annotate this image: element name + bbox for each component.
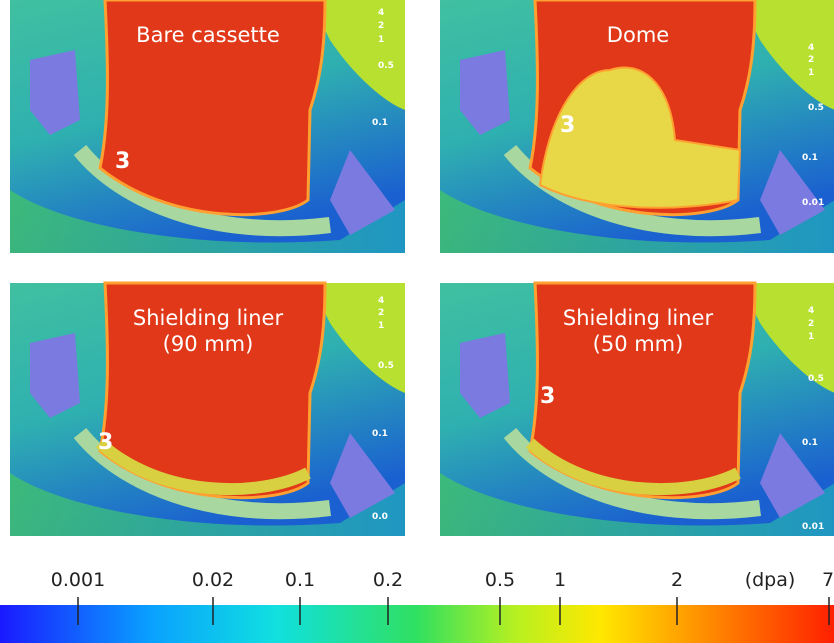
contour-label: 0.5	[808, 374, 824, 384]
contour-label: 1	[378, 35, 384, 45]
colorbar-tick-label: 0.1	[285, 569, 315, 591]
contour-label: 0.01	[802, 198, 824, 208]
colorbar-tick-label: 0.02	[192, 569, 234, 591]
panel: Shielding liner(50 mm) 3 4 2 1 0.5 0.1 0.01	[440, 281, 834, 536]
contour-label: 0.5	[808, 103, 824, 113]
cassette-band	[73, 144, 331, 237]
hot-zone	[98, 0, 327, 217]
hot-zone	[98, 281, 327, 500]
panel-title: Shielding liner	[563, 306, 714, 330]
upper-right-field	[310, 0, 405, 110]
contour-label: 1	[808, 332, 814, 342]
contour-label: 0.1	[802, 438, 818, 448]
colorbar-tick-label: 0.2	[373, 569, 403, 591]
panel: Bare cassette 3 4 2 1 0.5 0.1	[10, 0, 405, 253]
colorbar	[0, 605, 834, 643]
colorbar-tick-label: 0.001	[51, 569, 105, 591]
region-marker: 3	[115, 149, 130, 174]
colorbar-unit: (dpa)	[745, 569, 796, 591]
cassette-band	[503, 427, 761, 520]
panel-title: Dome	[607, 23, 669, 47]
contour-label: 4	[378, 8, 384, 18]
upper-right-field	[740, 0, 834, 110]
upper-right-field	[310, 283, 405, 393]
hot-zone	[528, 281, 757, 500]
region-marker: 3	[540, 384, 555, 409]
blue-zone	[760, 150, 825, 235]
contour-label: 2	[378, 21, 384, 31]
blue-zone	[760, 433, 825, 518]
liner	[525, 438, 741, 495]
contour-label: 0.1	[372, 118, 388, 128]
contour-label: 1	[808, 68, 814, 78]
contour-label: 0.5	[378, 61, 394, 71]
blue-zone	[460, 333, 510, 418]
blue-zone	[330, 433, 395, 518]
region-marker: 3	[98, 430, 113, 455]
contour-label: 0.1	[372, 429, 388, 439]
contour-label: 1	[378, 321, 384, 331]
upper-right-field	[740, 283, 834, 393]
cassette-band	[73, 427, 331, 520]
colorbar-max: 7	[822, 569, 834, 591]
contour-label: 0.1	[802, 153, 818, 163]
blue-zone	[30, 50, 80, 135]
panel-title: Bare cassette	[136, 23, 280, 47]
blue-zone	[460, 50, 510, 135]
panel: Shielding liner(90 mm) 3 4 2 1 0.5 0.1 0.0	[10, 281, 405, 536]
contour-label: 4	[378, 296, 384, 306]
contour-label: 2	[808, 319, 814, 329]
panel: Dome 3 4 2 1 0.5 0.1 0.01	[440, 0, 834, 253]
contour-label: 0.0	[372, 512, 388, 522]
panel-title: (50 mm)	[593, 332, 684, 356]
dome	[538, 66, 742, 209]
contour-label: 0.01	[802, 522, 824, 532]
cassette-band	[503, 144, 761, 237]
colorbar-tick-label: 0.5	[485, 569, 515, 591]
contour-label: 0.5	[378, 361, 394, 371]
contour-label: 4	[808, 43, 814, 53]
contour-label: 2	[808, 55, 814, 65]
blue-zone	[330, 150, 395, 235]
colorbar-tick-label: 2	[671, 569, 683, 591]
blue-zone	[30, 333, 80, 418]
colorbar-tick-label: 1	[554, 569, 566, 591]
region-marker: 3	[560, 113, 575, 138]
panel-title: Shielding liner	[133, 306, 284, 330]
contour-label: 2	[378, 308, 384, 318]
panel-title: (90 mm)	[163, 332, 254, 356]
contour-label: 4	[808, 306, 814, 316]
liner	[95, 438, 311, 495]
